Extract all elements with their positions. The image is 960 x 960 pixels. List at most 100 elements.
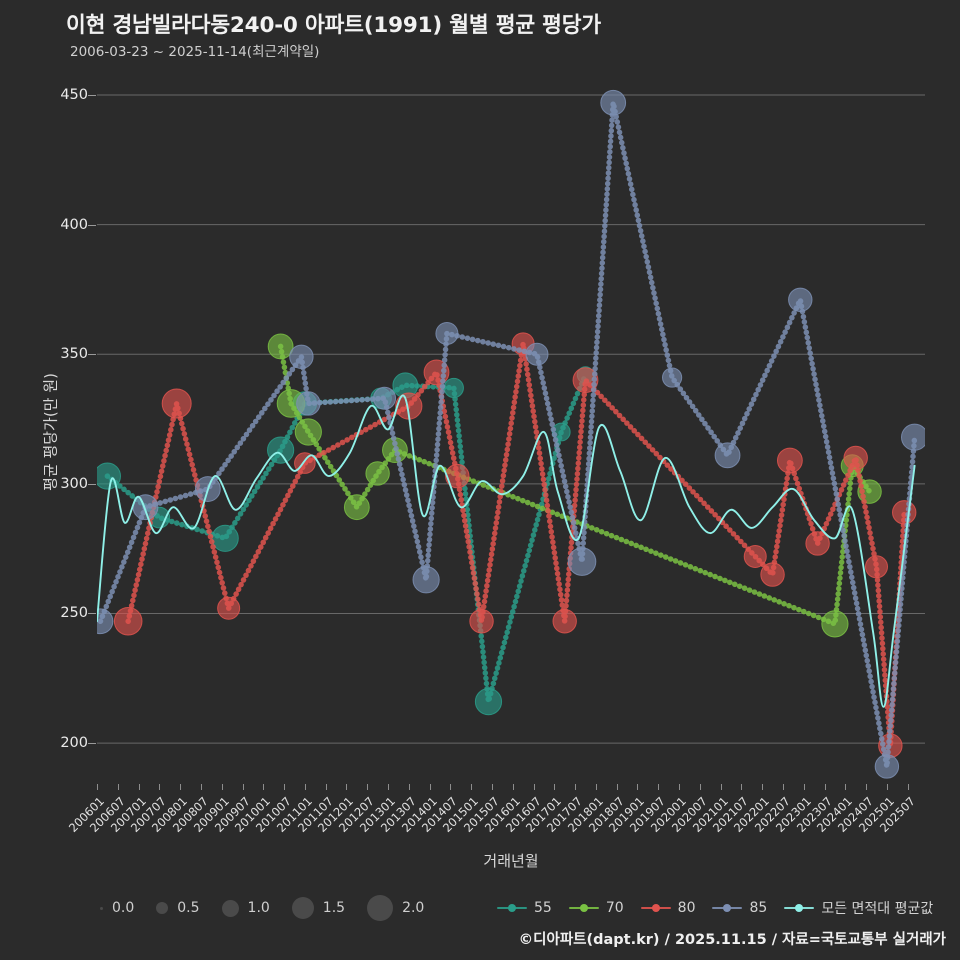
legend-marker-icon [784, 902, 815, 914]
x-axis-tickmark [491, 784, 493, 790]
data-point [294, 418, 322, 446]
data-point [412, 566, 440, 594]
series-connector [97, 102, 918, 767]
y-axis-label: 평균 평당가(만 원) [41, 373, 60, 491]
x-axis-tickmark [803, 784, 805, 790]
x-axis-tickmark [200, 784, 202, 790]
size-legend-item: 0.5 [156, 900, 221, 916]
avg-line [97, 394, 916, 708]
data-point [714, 442, 741, 469]
x-axis-tickmark [450, 784, 452, 790]
x-axis-tickmark [429, 784, 431, 790]
plot-area [97, 82, 925, 782]
x-axis-tickmark [367, 784, 369, 790]
data-point [289, 344, 314, 370]
legend-label: 85 [749, 900, 768, 916]
x-axis-tickmark [782, 784, 784, 790]
y-axis-tickmark [88, 224, 96, 226]
data-point [373, 386, 397, 410]
data-point [97, 462, 121, 490]
size-legend-label: 1.5 [322, 900, 346, 916]
data-point [572, 367, 599, 394]
y-axis-tick: 250 [60, 605, 88, 622]
legend-dot-icon [723, 904, 732, 912]
legend-dot-icon [579, 904, 588, 912]
x-axis-tickmark [325, 784, 327, 790]
x-axis-tickmark [263, 784, 265, 790]
x-axis-tickmark [907, 784, 909, 790]
data-point [267, 333, 294, 360]
x-axis-tickmark [824, 784, 826, 790]
size-legend-bubble-icon [367, 895, 394, 921]
data-point [892, 500, 917, 525]
size-legend: 0.0 0.5 1.0 1.5 2.0 [100, 893, 446, 923]
size-legend-item: 0.0 [100, 900, 156, 916]
x-axis-tickmark [741, 784, 743, 790]
size-legend-label: 0.0 [112, 900, 135, 916]
legend-label: 55 [534, 900, 552, 916]
x-axis-tickmark [845, 784, 847, 790]
y-axis-tickmark [88, 743, 96, 745]
y-axis-tickmark [88, 94, 96, 96]
data-point [365, 461, 390, 486]
size-legend-bubble-icon [221, 899, 239, 917]
data-point [469, 609, 494, 634]
x-axis-tickmark [408, 784, 410, 790]
data-point [552, 609, 577, 634]
x-axis-tickmark [637, 784, 639, 790]
data-point [662, 367, 683, 388]
x-axis-tickmark [679, 784, 681, 790]
y-axis-tickmark [88, 354, 96, 356]
page-title: 이현 경남빌라다동240-0 아파트(1991) 월별 평균 평당가 [66, 13, 601, 38]
data-point [211, 524, 239, 552]
data-point [97, 608, 114, 635]
y-axis-tick: 350 [60, 346, 88, 363]
data-point [217, 596, 241, 620]
y-axis-tickmark [88, 483, 96, 485]
data-point [600, 89, 627, 116]
legend-label: 70 [605, 900, 624, 916]
data-point [805, 531, 830, 556]
y-axis: 200 250 300 350 400 450 [0, 82, 96, 782]
x-axis-tickmark [595, 784, 597, 790]
legend-dot-icon [651, 904, 660, 912]
chart-svg [97, 89, 925, 779]
legend-item-모든-면적대-평균값[interactable]: 모든 면적대 평균값 [784, 898, 933, 918]
x-axis-tickmark [866, 784, 868, 790]
series-connector [125, 343, 907, 746]
x-axis-tickmark [886, 784, 888, 790]
data-point [743, 544, 767, 568]
x-axis-tickmark [658, 784, 660, 790]
legend-marker-icon [712, 902, 743, 914]
legend-item-55[interactable]: 55 [497, 900, 552, 916]
x-axis-tickmark [242, 784, 244, 790]
y-axis-label-wrap: 평균 평당가(만 원) [8, 82, 60, 782]
legend-item-80[interactable]: 80 [640, 900, 695, 916]
page-subtitle: 2006-03-23 ~ 2025-11-14(최근계약일) [70, 44, 320, 60]
data-point [760, 562, 785, 587]
legend-marker-icon [640, 902, 671, 914]
data-point [113, 606, 143, 636]
legend-item-70[interactable]: 70 [568, 900, 624, 916]
x-axis-tickmark [575, 784, 577, 790]
size-legend-item: 1.5 [291, 897, 367, 919]
legend-item-85[interactable]: 85 [712, 900, 767, 916]
size-legend-bubble-icon [100, 906, 103, 910]
x-axis-tickmark [346, 784, 348, 790]
y-axis-tick: 300 [60, 475, 88, 492]
x-axis-tickmark [533, 784, 535, 790]
x-axis-tickmark [471, 784, 473, 790]
data-point [267, 436, 295, 464]
size-legend-label: 2.0 [402, 900, 425, 916]
x-axis-tickmark [180, 784, 182, 790]
x-axis-tickmark [138, 784, 140, 790]
data-point [901, 423, 925, 451]
x-axis-tickmark [97, 784, 98, 790]
legend-dot-icon [795, 904, 804, 912]
data-point [821, 610, 849, 638]
series-85 [97, 89, 925, 779]
x-axis-tickmark [762, 784, 764, 790]
data-point [474, 688, 503, 716]
legend-label: 모든 면적대 평균값 [821, 901, 934, 917]
